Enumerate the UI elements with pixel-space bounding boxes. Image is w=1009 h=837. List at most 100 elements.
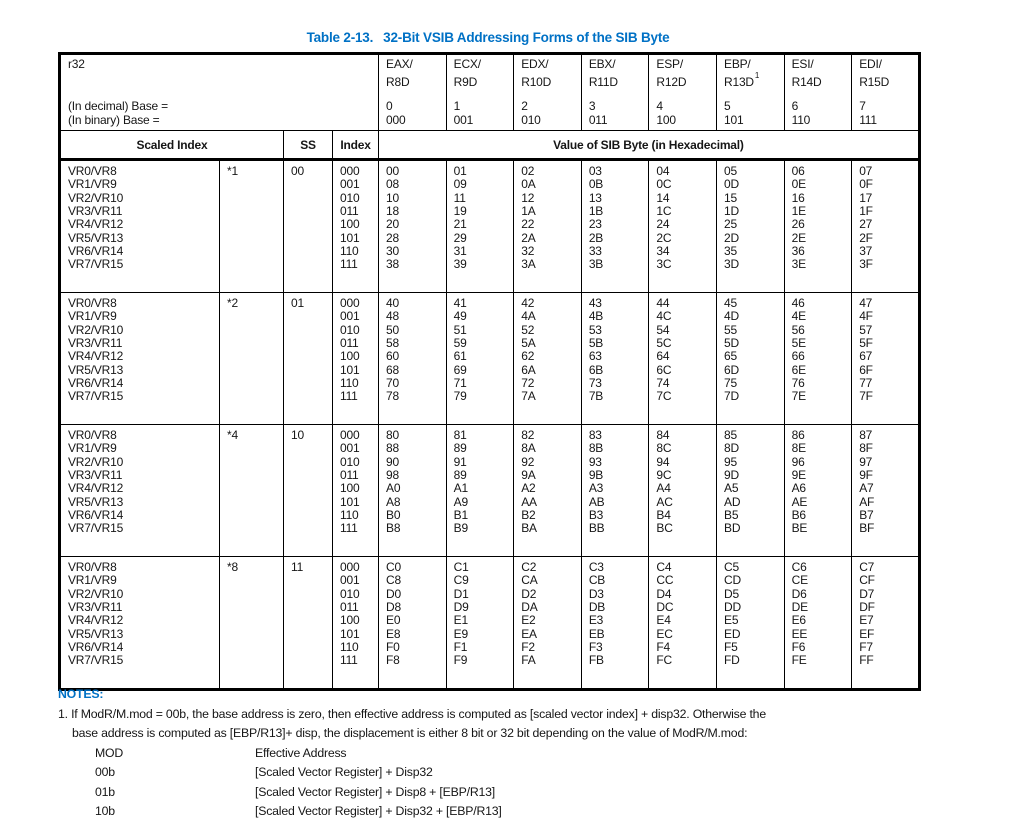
cell-line: 8F (859, 441, 873, 456)
cell-line: DD (724, 600, 741, 615)
vector-register-cell: VR0/VR8 VR1/VR9 VR2/VR10 VR3/VR11 VR4/VR12 VR… (59, 556, 220, 690)
cell-line: 96 (791, 454, 805, 469)
cell-line: 000 (340, 296, 360, 310)
cell-line: B1 (453, 508, 468, 523)
cell-line: VR3/VR11 (68, 468, 123, 483)
ss-bits-cell: 01 (283, 292, 333, 425)
cell-line: 011 (340, 204, 359, 219)
register-name-line1: EBP/ (724, 57, 751, 71)
cell-line: 101 (340, 626, 360, 641)
cell-line: CD (724, 573, 741, 588)
register-decimal: 7 (859, 99, 866, 113)
cell-line: B2 (521, 508, 536, 523)
scale-cell: *1 (219, 159, 284, 293)
cell-line: VR1/VR9 (68, 573, 117, 588)
index-bits-cell: 000 001 010 011 100 101 110 111 (331, 424, 380, 557)
cell-line: 95 (724, 454, 737, 469)
cell-line: A6 (791, 481, 806, 496)
cell-line: BE (791, 521, 808, 536)
cell-line: C6 (791, 560, 807, 574)
cell-line: 30 (386, 244, 399, 259)
register-encoding: 2 010 (521, 99, 580, 127)
base-header-row: r32 (In decimal) Base = (In binary) Base… (58, 53, 920, 131)
sib-value-cell: 42 4A 52 5A 62 6A 72 7A (513, 292, 582, 425)
register-encoding: 0 000 (386, 99, 445, 127)
cell-line: VR0/VR8 (68, 560, 117, 574)
base-labels: (In decimal) Base = (In binary) Base = (68, 99, 378, 127)
sib-value-cell: C7 CF D7 DF E7 EF F7 FF (851, 556, 920, 690)
cell-line: VR6/VR14 (68, 640, 124, 655)
cell-line: E6 (791, 613, 806, 628)
mod-row: 00b [Scaled Vector Register] + Disp32 (58, 763, 998, 783)
sib-value-cell: 01 09 11 19 21 29 31 39 (445, 159, 515, 293)
cell-line: 110 (340, 376, 359, 391)
cell-line: 9A (521, 468, 536, 483)
cell-line: VR6/VR14 (68, 376, 124, 391)
cell-line: E8 (386, 626, 401, 641)
cell-line: 82 (521, 428, 535, 442)
cell-line: C9 (453, 573, 469, 588)
cell-line: VR4/VR12 (68, 481, 124, 496)
mod-row: MOD Effective Address (58, 744, 998, 764)
register-header-cell: EBP/ R13D1 5 101 (716, 53, 785, 131)
register-name-line2: R15D (859, 74, 890, 89)
sib-value-cell: 47 4F 57 5F 67 6F 77 7F (851, 292, 920, 425)
cell-line: 61 (453, 349, 467, 364)
cell-line: 94 (656, 454, 670, 469)
cell-line: 68 (386, 362, 399, 377)
cell-line: VR3/VR11 (68, 204, 123, 219)
cell-line: 91 (453, 454, 467, 469)
register-header-cell: ESP/ R12D 4 100 (648, 53, 718, 131)
register-encoding: 6 110 (792, 99, 851, 127)
cell-line: 59 (453, 336, 467, 351)
sib-value-cell: 82 8A 92 9A A2 AA B2 BA (513, 424, 582, 557)
sib-value-cell: 45 4D 55 5D 65 6D 75 7D (716, 292, 785, 425)
cell-line: 27 (859, 217, 873, 232)
cell-line: 3F (859, 257, 873, 272)
cell-line: BA (521, 521, 537, 536)
cell-line: FE (791, 653, 807, 668)
register-name: EAX/ R8D (386, 57, 445, 89)
register-binary: 001 (453, 112, 474, 127)
sib-value-cell: C1 C9 D1 D9 E1 E9 F1 F9 (445, 556, 515, 690)
cell-line: 100 (340, 349, 360, 364)
cell-line: *4 (227, 428, 238, 442)
cell-line: VR4/VR12 (68, 217, 124, 232)
cell-line: E9 (453, 626, 468, 641)
cell-line: B9 (453, 521, 468, 536)
cell-line: VR5/VR13 (68, 230, 124, 245)
cell-line: 0A (521, 177, 536, 192)
ss-bits-cell: 00 (283, 159, 333, 293)
cell-line: F2 (521, 640, 535, 655)
cell-line: 51 (453, 322, 467, 337)
cell-line: BD (724, 521, 741, 536)
cell-line: E1 (453, 613, 468, 628)
cell-line: *1 (227, 164, 238, 178)
cell-line: 02 (521, 164, 535, 178)
sib-value-cell: 80 88 90 98 A0 A8 B0 B8 (378, 424, 447, 557)
cell-line: 18 (386, 204, 399, 219)
register-name-line2: R12D (656, 74, 687, 89)
cell-line: 3A (521, 257, 536, 272)
cell-line: CA (521, 573, 538, 588)
r32-label: r32 (68, 57, 85, 71)
register-name-line2: R11D (588, 74, 618, 89)
cell-line: 81 (453, 428, 467, 442)
cell-line: VR2/VR10 (68, 454, 124, 469)
cell-line: D5 (724, 586, 739, 601)
cell-line: 37 (859, 244, 873, 259)
cell-line: 21 (453, 217, 467, 232)
cell-line: 7D (724, 389, 739, 404)
cell-line: VR6/VR14 (68, 244, 124, 259)
cell-line: 0C (656, 177, 672, 192)
cell-line: B6 (791, 508, 806, 523)
cell-line: 56 (791, 322, 805, 337)
cell-line: 4C (656, 309, 672, 324)
cell-line: 2B (588, 230, 604, 245)
cell-line: 13 (588, 190, 602, 205)
sib-block-row: VR0/VR8 VR1/VR9 VR2/VR10 VR3/VR11 VR4/VR12 VR… (59, 424, 920, 557)
cell-line: A8 (386, 494, 401, 509)
cell-line: A1 (453, 481, 468, 496)
cell-line: 010 (340, 586, 360, 601)
cell-line: 79 (453, 389, 467, 404)
